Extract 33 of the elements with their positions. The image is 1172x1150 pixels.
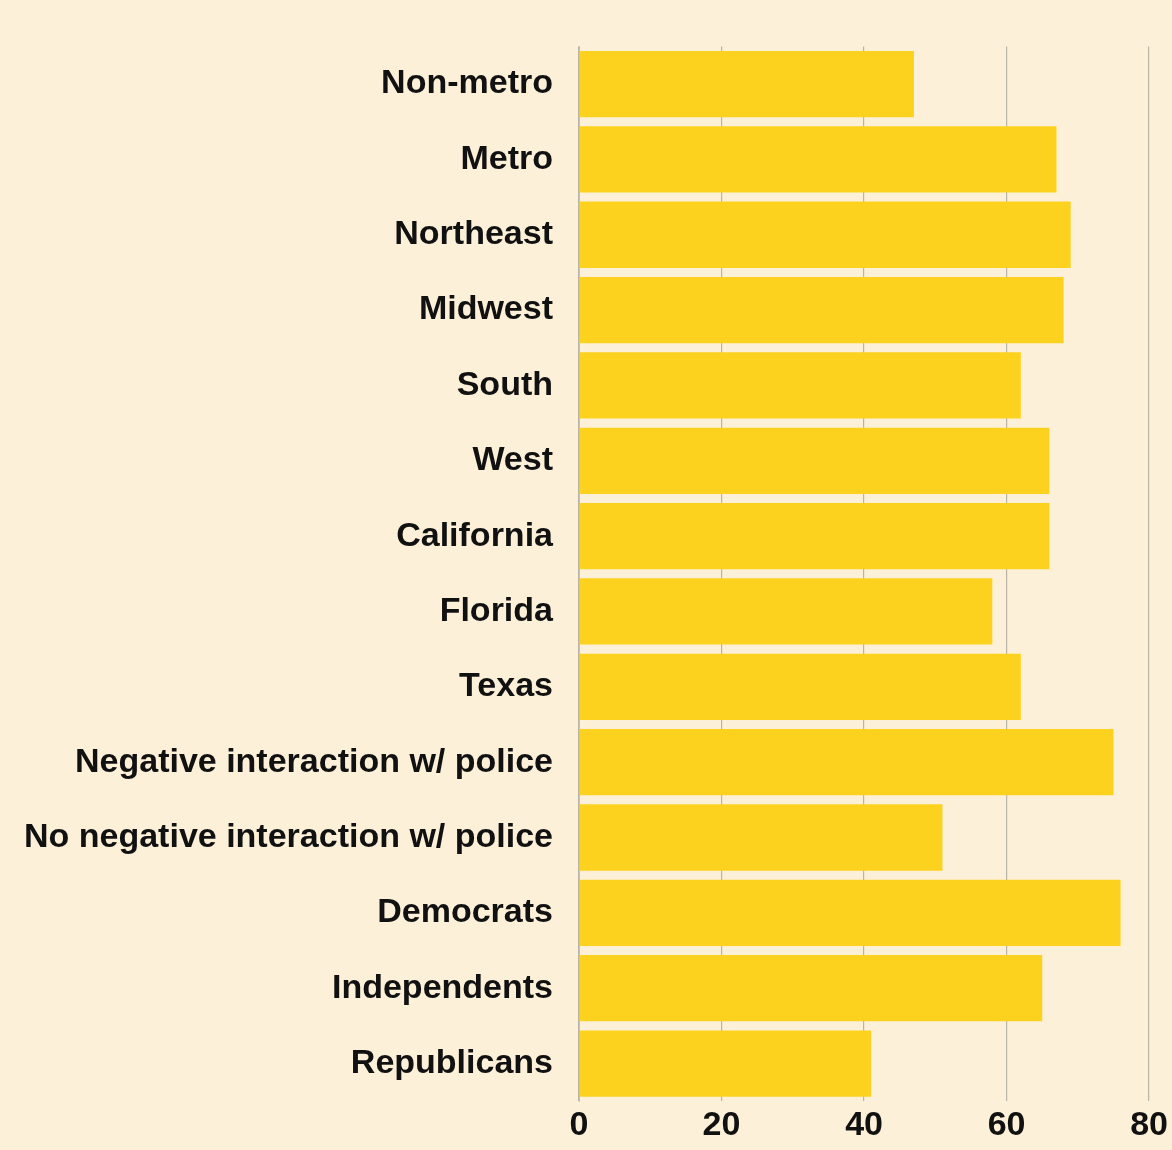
bar xyxy=(579,427,1050,494)
x-tick-label: 0 xyxy=(569,1103,589,1142)
y-tick-label: West xyxy=(472,439,553,478)
x-tick-label: 60 xyxy=(987,1103,1026,1142)
bar xyxy=(579,50,914,118)
bar xyxy=(579,1030,872,1097)
x-tick-label: 80 xyxy=(1130,1103,1168,1142)
y-tick-label: Metro xyxy=(460,137,553,176)
bar xyxy=(579,352,1021,419)
bar xyxy=(579,276,1064,344)
bar xyxy=(579,653,1021,720)
bar xyxy=(579,502,1050,570)
y-tick-label: Republicans xyxy=(350,1041,553,1080)
bar xyxy=(579,955,1043,1022)
y-tick-label: Negative interaction w/ police xyxy=(74,740,553,779)
y-tick-label: Democrats xyxy=(377,891,553,930)
bar xyxy=(579,879,1121,946)
y-tick-label: Northeast xyxy=(394,213,553,252)
y-tick-label: Midwest xyxy=(418,288,553,327)
bar xyxy=(579,729,1114,796)
bar xyxy=(579,126,1057,193)
y-tick-label: No negative interaction w/ police xyxy=(24,815,553,854)
x-tick-label: 40 xyxy=(845,1103,883,1142)
bar xyxy=(579,201,1071,268)
y-tick-label: Florida xyxy=(439,589,555,628)
y-tick-label: Non-metro xyxy=(381,62,553,101)
y-tick-label: California xyxy=(396,514,555,553)
y-tick-label: South xyxy=(456,363,553,402)
bar xyxy=(579,578,993,645)
y-tick-label: Independents xyxy=(331,966,553,1005)
bar xyxy=(579,804,943,871)
x-tick-label: 20 xyxy=(702,1103,741,1142)
y-tick-label: Texas xyxy=(459,665,553,704)
